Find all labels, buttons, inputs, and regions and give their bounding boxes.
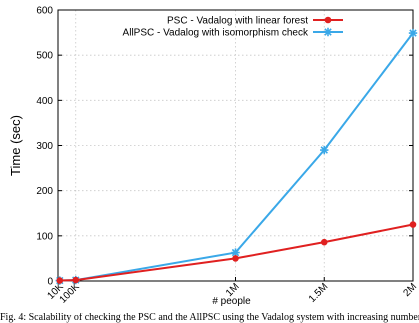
data-point [320,145,329,155]
data-point [232,255,239,262]
legend-item: AllPSC - Vadalog with isomorphism check [123,28,343,39]
x-tick-label: 1.5M [307,281,331,305]
figure-caption: Fig. 4: Scalability of checking the PSC … [0,313,419,323]
x-tick-label: 2M [402,281,419,299]
legend-label: PSC - Vadalog with linear forest [167,16,308,27]
legend-item: PSC - Vadalog with linear forest [167,16,343,27]
data-point [231,248,240,257]
data-point [409,221,417,228]
series-2 [55,28,418,285]
y-tick-label: 300 [36,141,53,152]
series-line [59,32,414,282]
y-tick-label: 100 [36,231,53,242]
series-1 [56,221,417,284]
data-point [323,27,333,37]
legend-label: AllPSC - Vadalog with isomorphism check [123,28,309,39]
data-point [320,238,328,246]
data-point [56,277,64,284]
star-marker [408,28,418,38]
data-point [324,16,332,24]
grid [58,10,413,281]
y-tick-label: 500 [36,51,53,62]
star-marker [320,145,329,155]
y-tick-label: 600 [36,6,53,17]
series-group [55,28,418,285]
y-tick-label: 200 [36,186,53,197]
star-marker [231,248,240,257]
y-tick-label: 0 [47,277,53,288]
data-point [408,28,418,38]
star-marker [323,27,333,37]
y-axis-label: Time (sec) [8,115,23,176]
data-point [72,276,80,284]
x-axis-label: # people [212,296,251,307]
y-axis-ticks: 0 100 200 300 400 500 600 [36,6,413,288]
y-tick-label: 400 [36,96,53,107]
